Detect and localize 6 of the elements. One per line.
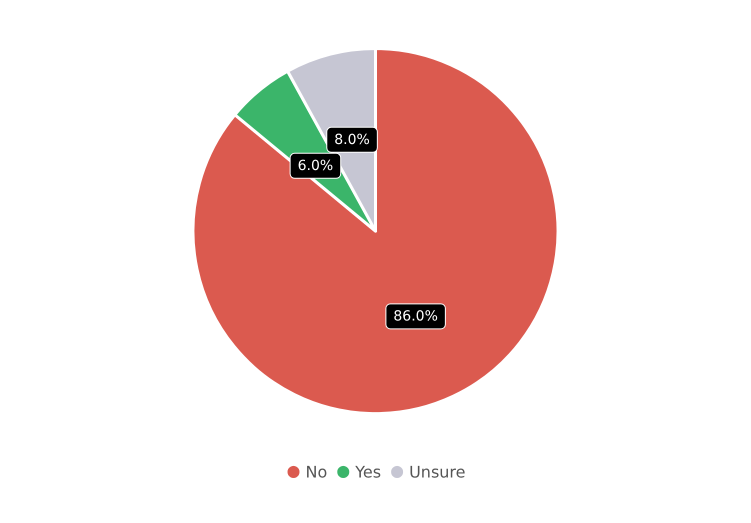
legend-label: Unsure — [409, 462, 466, 482]
data-label: 86.0% — [393, 308, 438, 324]
legend-label: No — [306, 462, 328, 482]
data-label: 8.0% — [334, 132, 370, 148]
data-label: 6.0% — [298, 158, 334, 174]
legend-label: Yes — [354, 462, 382, 482]
